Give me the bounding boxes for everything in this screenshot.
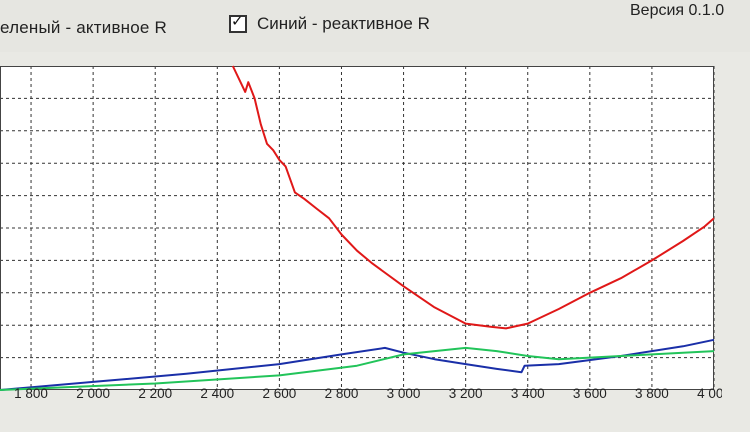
x-tick-label: 2 600 [262,386,296,401]
chart-area: 1 800 2 000 2 200 2 400 2 600 2 800 3 000 3 200… [0,52,722,402]
version-label: Версия 0.1.0 [630,2,725,19]
x-tick-label: 3 800 [635,386,669,401]
x-tick-label: 3 000 [387,386,421,401]
legend-blue-toggle[interactable]: ✓ Синий - реактивное R [229,13,430,34]
x-tick-label: 2 400 [200,386,234,401]
plot-frame [0,66,714,390]
x-tick-label: 1 800 [14,386,48,401]
x-tick-label: 3 600 [573,386,607,401]
blue-series-checkbox[interactable]: ✓ [229,13,247,33]
impedance-chart: 1 800 2 000 2 200 2 400 2 600 2 800 3 000 3 200… [0,65,722,401]
check-icon: ✓ [231,13,244,30]
legend-green-label: еленый - активное R [0,18,167,37]
x-tick-label: 3 200 [449,386,483,401]
x-tick-label: 3 400 [511,386,545,401]
x-tick-label: 4 000 [697,386,722,401]
series-line-1 [231,65,715,330]
x-tick-label: 2 200 [138,386,172,401]
x-tick-label: 2 800 [325,386,359,401]
legend-bar: еленый - активное R ✓ Синий - реактивное… [0,0,750,52]
legend-blue-label: Синий - реактивное R [257,14,430,33]
x-tick-label: 2 000 [76,386,110,401]
series-line-3 [0,346,715,391]
series-line-2 [0,338,715,391]
